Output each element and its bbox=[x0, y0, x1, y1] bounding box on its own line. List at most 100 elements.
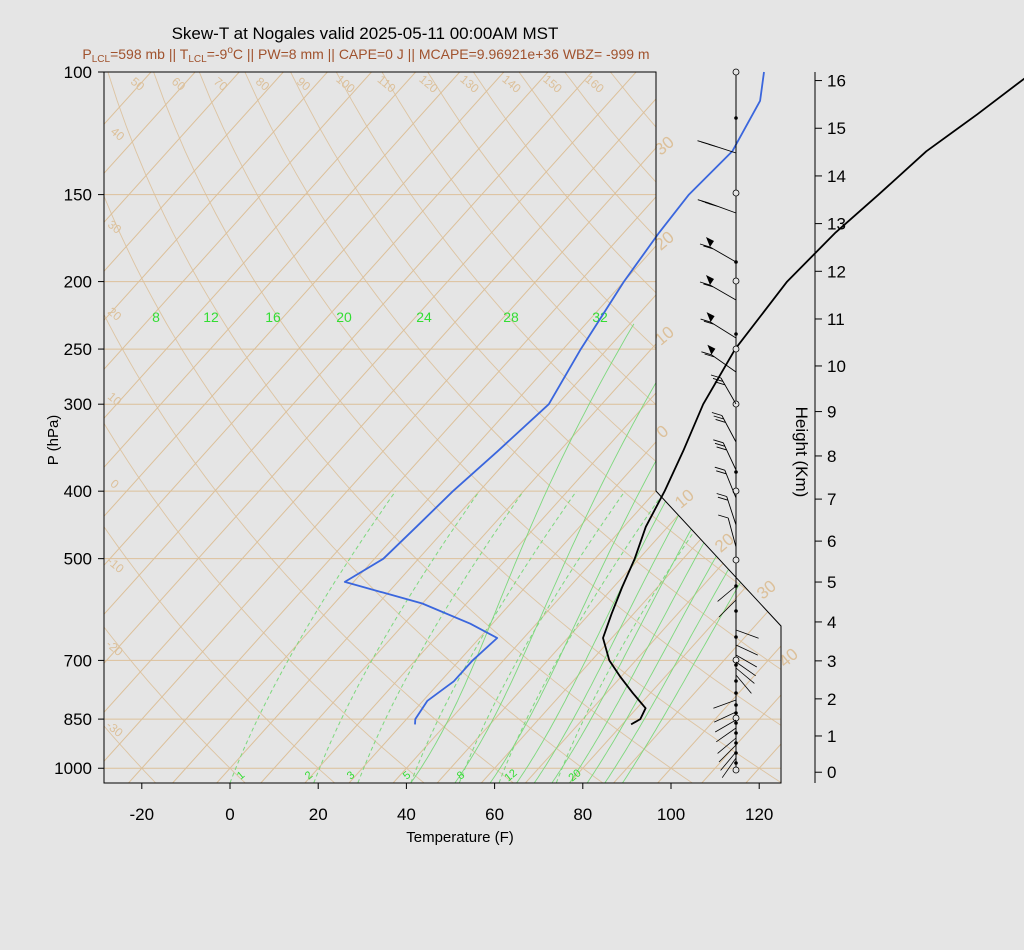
isotherm-right-label: 20 bbox=[711, 529, 738, 556]
light-wind-barb bbox=[717, 585, 737, 602]
chart-subtitle: PLCL=598 mb || TLCL=-9oC || PW=8 mm || C… bbox=[82, 45, 649, 65]
height-tick-label: 5 bbox=[827, 573, 836, 592]
isotherm-line bbox=[922, 72, 1024, 783]
mixing-ratio-line bbox=[229, 490, 397, 783]
isotherm-line bbox=[104, 72, 196, 783]
wind-barb bbox=[700, 318, 737, 339]
p-tick-label: 200 bbox=[64, 273, 92, 292]
isotherm-label: 10 bbox=[105, 389, 124, 409]
wind-level-circle bbox=[732, 556, 740, 564]
wind-level-circle bbox=[732, 277, 740, 285]
isotherm-label: -20 bbox=[103, 637, 126, 659]
dry-adiabat bbox=[104, 72, 335, 783]
isotherm-label: 160 bbox=[582, 72, 607, 96]
x-tick-label: -20 bbox=[130, 805, 155, 824]
p-tick-label: 100 bbox=[64, 63, 92, 82]
height-tick-label: 11 bbox=[827, 310, 845, 329]
wind-level-circle bbox=[732, 714, 740, 722]
isotherm-line bbox=[392, 72, 781, 783]
isotherm-line bbox=[104, 72, 372, 783]
wind-level-dot bbox=[734, 116, 738, 120]
light-wind-barb bbox=[715, 719, 737, 733]
x-tick-label: 80 bbox=[573, 805, 592, 824]
height-tick-label: 4 bbox=[827, 613, 836, 632]
moist-adiabat bbox=[533, 323, 781, 783]
wind-level-dot bbox=[734, 721, 738, 725]
isotherm-line bbox=[701, 72, 781, 783]
x-tick-label: 120 bbox=[745, 805, 773, 824]
x-tick-label: 60 bbox=[485, 805, 504, 824]
chart-title: Skew-T at Nogales valid 2025-05-11 00:00… bbox=[172, 24, 559, 43]
isotherm-line bbox=[569, 72, 781, 783]
temperature-profile-line bbox=[602, 77, 1024, 726]
wind-level-dot bbox=[734, 470, 738, 474]
wind-level-circle bbox=[732, 68, 740, 76]
mixing-ratio-line bbox=[313, 490, 480, 783]
light-wind-barb bbox=[717, 737, 737, 754]
moist-adiabat bbox=[551, 323, 781, 783]
height-tick-label: 6 bbox=[827, 532, 836, 551]
dry-adiabat bbox=[107, 72, 693, 783]
light-wind-barb bbox=[713, 699, 737, 709]
wind-barb-flag bbox=[706, 312, 715, 323]
isotherm-line bbox=[480, 72, 781, 783]
x-tick-label: 20 bbox=[309, 805, 328, 824]
mixing-ratio-line bbox=[555, 490, 723, 783]
light-wind-barb bbox=[718, 599, 737, 618]
light-wind-barb bbox=[735, 674, 752, 694]
moist-adiabat bbox=[410, 323, 635, 783]
dry-adiabat bbox=[104, 72, 157, 783]
light-wind-barb bbox=[716, 727, 737, 743]
dry-adiabat bbox=[244, 72, 781, 783]
mixing-ratio-line bbox=[498, 490, 666, 783]
light-wind-barb bbox=[720, 751, 737, 771]
x-tick-label: 40 bbox=[397, 805, 416, 824]
height-axis-label: Height (Km) bbox=[792, 407, 811, 498]
subtitle-plcl-label: P bbox=[82, 46, 91, 62]
wind-level-circle bbox=[732, 189, 740, 197]
wind-level-dot bbox=[734, 609, 738, 613]
wind-level-dot bbox=[734, 731, 738, 735]
mixing-ratio-bottom-label: 2 bbox=[303, 769, 315, 782]
isotherm-label: 40 bbox=[108, 124, 127, 144]
wind-level-dot bbox=[734, 703, 738, 707]
isotherm-line bbox=[436, 72, 781, 783]
isotherm-label: 70 bbox=[211, 74, 230, 94]
y-axis-label: P (hPa) bbox=[45, 415, 62, 466]
x-tick-label: 0 bbox=[225, 805, 234, 824]
isotherm-label: 130 bbox=[457, 72, 482, 96]
height-tick-label: 10 bbox=[827, 357, 846, 376]
dry-adiabat bbox=[427, 72, 781, 783]
p-tick-label: 400 bbox=[64, 482, 92, 501]
mixing-ratio-line bbox=[410, 490, 577, 783]
height-tick-label: 12 bbox=[827, 262, 846, 281]
isotherm-label: 20 bbox=[105, 304, 124, 324]
subtitle-tlcl-sub: LCL bbox=[188, 54, 207, 65]
isotherm-label: 0 bbox=[108, 476, 122, 491]
mixing-ratio-line bbox=[458, 490, 626, 783]
isotherm-line bbox=[878, 72, 1024, 783]
isotherm-line bbox=[104, 72, 549, 783]
isotherm-line bbox=[104, 72, 284, 783]
light-wind-barb bbox=[714, 711, 737, 723]
mixing-ratio-top-label: 12 bbox=[203, 309, 219, 325]
isotherm-line bbox=[613, 72, 781, 783]
wind-level-dot bbox=[734, 635, 738, 639]
light-wind-barb bbox=[718, 744, 737, 763]
isotherm-line bbox=[657, 72, 781, 783]
p-tick-label: 250 bbox=[64, 340, 92, 359]
isotherm-label: 140 bbox=[499, 72, 524, 96]
grid-clip-group bbox=[104, 72, 1024, 783]
mixing-ratio-bottom-label: 1 bbox=[235, 769, 247, 782]
wind-barb bbox=[699, 281, 737, 301]
mixing-ratio-top-label: 8 bbox=[152, 309, 160, 325]
isotherm-right-label: 30 bbox=[753, 576, 780, 603]
dry-adiabat bbox=[153, 72, 781, 783]
isotherm-line bbox=[216, 72, 781, 783]
isotherm-label: -10 bbox=[104, 554, 127, 576]
wind-level-circle bbox=[732, 766, 740, 774]
series-layer bbox=[343, 71, 1024, 726]
axes-layer: -20 0 20 40 60 80 100 1201001502002503004005007… bbox=[54, 63, 846, 824]
dry-adiabat bbox=[104, 72, 514, 783]
